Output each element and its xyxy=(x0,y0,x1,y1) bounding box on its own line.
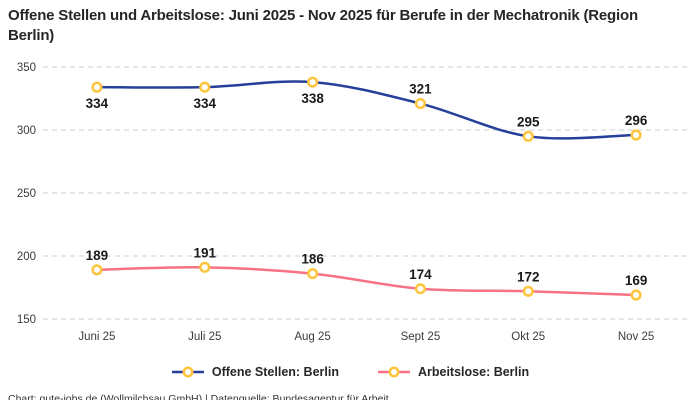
data-point-marker[interactable] xyxy=(522,130,534,142)
series-line xyxy=(95,265,638,297)
x-tick-label: Juli 25 xyxy=(188,331,221,343)
line-chart: 150 200 250 300 350 Juni 25 Juli 25 Aug 25 Sept … xyxy=(17,62,690,343)
x-tick-label: Okt 25 xyxy=(511,331,545,343)
x-tick-label: Nov 25 xyxy=(618,331,654,343)
data-point-label: 338 xyxy=(301,91,324,106)
data-point-label: 191 xyxy=(193,245,216,260)
x-tick-label: Sept 25 xyxy=(401,331,441,343)
data-point-marker[interactable] xyxy=(630,129,642,141)
legend: Offene Stellen: Berlin Arbeitslose: Berl… xyxy=(0,361,700,383)
x-tick-label: Aug 25 xyxy=(294,331,330,343)
data-point-label: 295 xyxy=(517,114,540,129)
data-point-label: 169 xyxy=(625,273,648,288)
data-point-marker[interactable] xyxy=(414,283,426,295)
data-point-marker[interactable] xyxy=(307,76,319,88)
data-point-label: 174 xyxy=(409,267,432,282)
data-point-label: 186 xyxy=(301,252,324,267)
y-tick-label: 250 xyxy=(17,188,36,200)
data-point-label: 334 xyxy=(86,96,109,111)
y-tick-label: 200 xyxy=(17,251,36,263)
data-point-marker[interactable] xyxy=(307,268,319,280)
data-point-label: 172 xyxy=(517,269,540,284)
y-tick-label: 300 xyxy=(17,125,36,137)
attribution: Chart: gute-jobs.de (Wollmilchsau GmbH) … xyxy=(8,393,389,400)
y-tick-label: 350 xyxy=(17,62,36,74)
x-tick-label: Juni 25 xyxy=(78,331,115,343)
legend-item-arbeitslose[interactable]: Arbeitslose: Berlin xyxy=(377,365,529,379)
series-line xyxy=(95,80,638,140)
data-point-marker[interactable] xyxy=(91,81,103,93)
legend-marker-offene-stellen-icon xyxy=(171,366,204,378)
data-point-label: 321 xyxy=(409,82,432,97)
data-point-marker[interactable] xyxy=(522,285,534,297)
data-point-label: 334 xyxy=(193,96,216,111)
data-point-marker[interactable] xyxy=(630,289,642,301)
legend-marker-arbeitslose-icon xyxy=(377,366,410,378)
legend-item-offene-stellen[interactable]: Offene Stellen: Berlin xyxy=(171,365,339,379)
chart-title: Offene Stellen und Arbeitslose: Juni 202… xyxy=(8,7,638,44)
data-point-label: 189 xyxy=(86,248,109,263)
data-point-marker[interactable] xyxy=(414,97,426,110)
chart-card: Offene Stellen und Arbeitslose: Juni 202… xyxy=(0,6,700,400)
data-point-label: 296 xyxy=(625,113,648,128)
data-point-marker[interactable] xyxy=(199,81,211,93)
legend-label-arbeitslose: Arbeitslose: Berlin xyxy=(417,365,530,379)
y-tick-label: 150 xyxy=(17,314,36,326)
data-point-marker[interactable] xyxy=(91,264,103,276)
legend-label-offene-stellen: Offene Stellen: Berlin xyxy=(211,365,339,379)
data-point-marker[interactable] xyxy=(199,261,211,273)
